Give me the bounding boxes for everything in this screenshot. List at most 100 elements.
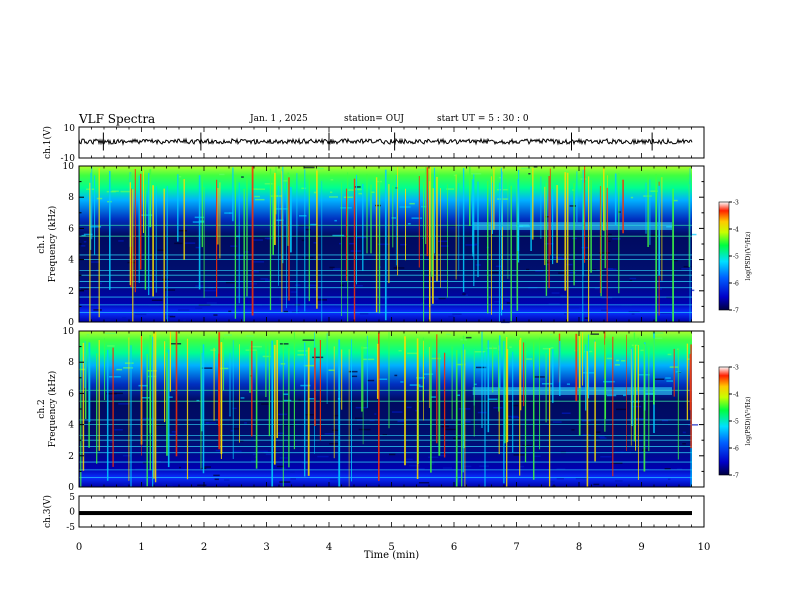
spectrogram-speckle	[612, 238, 621, 240]
spectrogram-speckle	[263, 451, 271, 453]
spectrogram-speckle	[250, 460, 258, 462]
spectrogram-speckle	[313, 242, 318, 244]
spectrogram-speckle	[382, 434, 387, 436]
spectrogram-speckle	[614, 451, 624, 453]
spectrogram-speckle	[271, 195, 282, 197]
ch1-ytick-label: 10	[64, 124, 76, 134]
colorbar-tick-label: -6	[733, 281, 739, 288]
spectrogram-speckle	[164, 289, 176, 291]
spectrogram-speckle	[341, 297, 352, 299]
spectrogram-speckle	[673, 199, 678, 202]
spectrogram-speckle	[569, 205, 576, 207]
spectrogram-speckle	[418, 482, 430, 484]
spectrogram-speckle	[550, 347, 554, 349]
spectrogram-speckle	[297, 354, 306, 356]
x-tick-label: 6	[451, 542, 457, 553]
x-axis-label: Time (min)	[364, 550, 419, 561]
spectrogram-speckle	[363, 358, 375, 361]
spectrogram-speckle	[252, 271, 259, 273]
spectrogram-speckle	[335, 305, 343, 308]
spectrogram-speckle	[556, 468, 566, 470]
spectrogram-speckle	[666, 296, 672, 299]
spectrogram-speckle	[353, 285, 363, 287]
spectrogram-speckle	[575, 477, 587, 480]
spectrogram-speckle	[330, 179, 334, 181]
spectrogram-speckle	[98, 282, 102, 285]
emission-band	[472, 222, 672, 230]
spectrogram-speckle	[608, 233, 612, 236]
spectrogram-speckle	[114, 429, 123, 431]
spectrogram-speckle	[79, 368, 86, 371]
frequency-axis-label: Frequency (kHz)	[47, 206, 58, 283]
spectrogram-speckle	[141, 397, 151, 399]
spectrogram-speckle	[541, 383, 554, 385]
spectrogram-speckle	[595, 431, 601, 433]
spectrogram-speckle	[440, 245, 449, 247]
date-label: Jan. 1 , 2025	[250, 114, 308, 124]
spectrogram-speckle	[407, 352, 418, 355]
spectrogram-speckle	[420, 302, 425, 304]
spectrogram-speckle	[428, 456, 439, 458]
spectrogram-speckle	[445, 333, 451, 336]
spectrogram-speckle	[429, 463, 435, 465]
spectrogram-speckle	[498, 176, 503, 179]
spectrogram-speckle	[155, 424, 167, 426]
spectrogram-ytick-label: 8	[68, 358, 74, 368]
spectrogram-speckle	[593, 483, 600, 486]
spectrogram-speckle	[192, 221, 205, 223]
spectrogram-speckle	[234, 254, 246, 257]
spectrogram-speckle	[416, 377, 425, 379]
spectrogram-speckle	[107, 345, 115, 347]
spectrogram-speckle	[162, 483, 173, 486]
spectrogram-speckle	[391, 217, 397, 219]
spectrogram-speckle	[266, 237, 272, 240]
spectrogram-speckle	[535, 270, 544, 272]
spectrogram-speckle	[118, 403, 130, 405]
spectrogram-speckle	[283, 393, 289, 395]
spectrogram-speckle	[116, 368, 123, 371]
spectrogram-speckle	[355, 188, 362, 191]
spectrogram-speckle	[480, 318, 484, 320]
spectrogram-speckle	[661, 419, 669, 422]
spectrogram-speckle	[556, 478, 564, 480]
spectrogram-speckle	[457, 394, 460, 396]
spectrogram-speckle	[465, 294, 468, 296]
spectrogram-speckle	[179, 176, 182, 178]
spectrogram-speckle	[301, 187, 307, 190]
spectrogram-speckle	[313, 191, 317, 194]
spectrogram-speckle	[206, 302, 217, 304]
spectrogram-speckle	[192, 469, 204, 471]
spectrogram-speckle	[354, 186, 361, 188]
spectrogram-speckle	[290, 478, 296, 480]
spectrogram-speckle	[421, 237, 424, 239]
spectrogram-speckle	[606, 268, 617, 270]
spectrogram-speckle	[424, 298, 427, 300]
spectrogram-speckle	[195, 246, 201, 249]
spectrogram-speckle	[251, 188, 258, 190]
spectrogram-speckle	[606, 394, 617, 397]
spectrogram-speckle	[232, 407, 237, 410]
spectrogram-speckle	[504, 299, 510, 301]
spectrogram-speckle	[419, 385, 424, 388]
spectrogram-speckle	[377, 243, 390, 246]
spectrogram-speckle	[283, 310, 288, 313]
spectrogram-speckle	[398, 350, 402, 352]
spectrogram-speckle	[253, 239, 263, 241]
x-tick-label: 0	[76, 542, 82, 553]
spectrogram-speckle	[106, 392, 117, 395]
spectrogram-speckle	[683, 265, 692, 268]
spectrogram-speckle	[440, 280, 449, 282]
spectrogram-speckle	[471, 173, 482, 175]
spectrogram-speckle	[629, 277, 637, 280]
spectrogram-speckle	[474, 383, 477, 386]
spectrogram-ytick-label: 2	[68, 452, 74, 462]
spectrogram-speckle	[655, 378, 665, 380]
spectrogram-speckle	[649, 190, 658, 192]
spectrogram-speckle	[608, 240, 611, 242]
spectrogram-speckle	[533, 455, 541, 457]
spectrogram-speckle	[122, 454, 131, 457]
x-tick-label: 2	[201, 542, 207, 553]
spectrogram-speckle	[291, 311, 300, 313]
spectrogram-speckle	[374, 413, 377, 415]
